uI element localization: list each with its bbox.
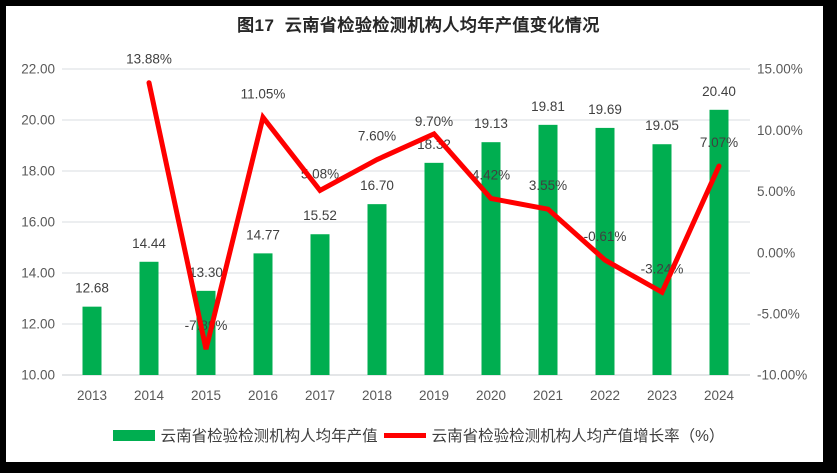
bar-value-label: 16.70 xyxy=(360,178,394,193)
bar-value-label: 14.44 xyxy=(132,236,166,251)
line-value-label: -7.89% xyxy=(185,318,228,333)
bar-value-label: 19.05 xyxy=(645,118,679,133)
line-value-label: 7.60% xyxy=(358,129,396,144)
chart-legend: 云南省检验检测机构人均年产值 云南省检验检测机构人均产值增长率（%） xyxy=(0,424,837,446)
bar-series-swatch-icon xyxy=(112,429,155,441)
line-series-swatch-icon xyxy=(383,432,426,438)
bar-value-label: 14.77 xyxy=(246,227,280,242)
chart-title: 图17 云南省检验检测机构人均年产值变化情况 xyxy=(237,16,600,35)
y-tick-label-right: 15.00% xyxy=(757,62,803,77)
bar-value-label: 19.13 xyxy=(474,116,508,131)
x-tick-label: 2017 xyxy=(305,388,335,403)
legend-item-line-series: 云南省检验检测机构人均产值增长率（%） xyxy=(383,424,725,446)
line-value-label: 4.42% xyxy=(472,167,510,182)
y-tick-label-right: 0.00% xyxy=(757,245,795,260)
y-tick-label-left: 18.00 xyxy=(21,164,55,179)
bar xyxy=(253,253,273,375)
growth-rate-line xyxy=(146,80,722,350)
y-tick-label-right: 5.00% xyxy=(757,184,795,199)
x-tick-label: 2015 xyxy=(191,388,221,403)
x-tick-label: 2020 xyxy=(476,388,506,403)
bar-value-label: 19.81 xyxy=(531,99,565,114)
x-tick-label: 2024 xyxy=(704,388,735,403)
line-value-label: 11.05% xyxy=(241,86,286,101)
bar xyxy=(424,162,444,375)
bar-value-label: 20.40 xyxy=(702,84,736,99)
bar xyxy=(139,261,159,375)
y-tick-label-left: 16.00 xyxy=(21,215,55,230)
bar-value-label: 12.68 xyxy=(75,281,109,296)
y-tick-label-right: 10.00% xyxy=(757,123,803,138)
x-tick-label: 2021 xyxy=(533,388,563,403)
line-value-label: -0.61% xyxy=(584,229,627,244)
bar-value-label: 19.69 xyxy=(588,102,622,117)
bar xyxy=(367,204,387,375)
x-tick-label: 2018 xyxy=(362,388,392,403)
bar xyxy=(310,234,330,375)
y-tick-label-left: 12.00 xyxy=(21,317,55,332)
bar xyxy=(196,290,216,375)
bar-value-label: 13.30 xyxy=(189,265,223,280)
x-tick-label: 2023 xyxy=(647,388,677,403)
x-tick-label: 2019 xyxy=(419,388,449,403)
bar-value-label: 15.52 xyxy=(303,208,337,223)
line-value-label: 3.55% xyxy=(529,178,567,193)
y-tick-label-right: -5.00% xyxy=(757,307,800,322)
x-tick-label: 2022 xyxy=(590,388,620,403)
y-tick-label-left: 20.00 xyxy=(21,113,55,128)
bar xyxy=(652,144,672,375)
bar xyxy=(538,124,558,375)
y-tick-label-left: 22.00 xyxy=(21,62,55,77)
y-tick-label-right: -10.00% xyxy=(757,368,807,383)
line-value-label: 7.07% xyxy=(700,135,738,150)
bar xyxy=(82,306,102,375)
line-value-label: 9.70% xyxy=(415,114,453,129)
line-value-label: 13.88% xyxy=(126,52,172,67)
x-tick-label: 2014 xyxy=(134,388,165,403)
legend-item-bar-series: 云南省检验检测机构人均年产值 xyxy=(112,424,378,446)
line-series-label: 云南省检验检测机构人均产值增长率（%） xyxy=(431,428,725,445)
x-tick-label: 2016 xyxy=(248,388,278,403)
y-tick-label-left: 10.00 xyxy=(21,368,55,383)
bar xyxy=(595,127,615,375)
x-tick-label: 2013 xyxy=(77,388,107,403)
y-tick-label-left: 14.00 xyxy=(21,266,55,281)
bar-series-label: 云南省检验检测机构人均年产值 xyxy=(160,428,378,445)
